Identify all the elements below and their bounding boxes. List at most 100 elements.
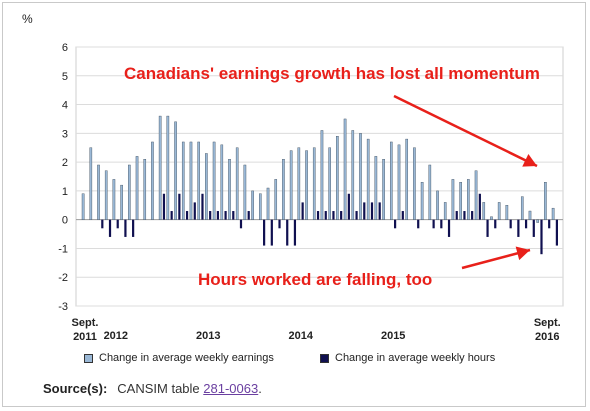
bar-hours [432, 219, 435, 229]
bar-earnings [243, 164, 247, 220]
bar-hours [278, 219, 281, 229]
bar-hours [524, 219, 528, 229]
bar-earnings [89, 147, 93, 220]
y-tick-label: 0 [62, 215, 68, 227]
bar-earnings [297, 147, 301, 220]
bar-earnings [228, 159, 231, 220]
x-tick-label: 2013 [196, 330, 220, 342]
bar-earnings [120, 184, 123, 220]
bar-earnings [282, 159, 285, 220]
bar-earnings [343, 118, 347, 220]
bar-earnings [474, 170, 478, 220]
bar-earnings [443, 202, 447, 220]
bar-hours [201, 193, 204, 220]
y-tick-label: -3 [58, 301, 68, 313]
source-line: Source(s): CANSIM table 281-0063. [43, 381, 262, 396]
bar-earnings [174, 121, 177, 220]
arrow-head [522, 153, 537, 167]
bar-earnings [128, 164, 131, 220]
bar-hours [378, 202, 381, 220]
bar-earnings [312, 147, 316, 220]
legend-swatch-hours [320, 353, 329, 363]
bar-hours [101, 219, 104, 229]
bar-earnings [490, 216, 493, 220]
bar-hours [301, 202, 304, 220]
legend-earnings: Change in average weekly earnings [84, 352, 274, 364]
legend-label-earnings: Change in average weekly earnings [99, 352, 274, 364]
bar-earnings [389, 141, 393, 220]
bar-earnings [436, 190, 439, 220]
bar-earnings [235, 147, 239, 220]
bar-hours [185, 211, 189, 220]
x-tick-label: 2012 [104, 330, 128, 342]
bar-earnings [459, 182, 462, 220]
annotation-arrow [461, 246, 531, 270]
bar-hours [340, 211, 343, 220]
bar-earnings [251, 190, 254, 220]
bar-earnings [135, 156, 139, 220]
bar-earnings [374, 156, 378, 220]
bar-hours [224, 211, 227, 220]
bar-hours [170, 211, 173, 220]
bar-hours [247, 211, 250, 220]
y-tick-label: 6 [62, 42, 68, 54]
bar-earnings [405, 138, 409, 220]
bar-hours [263, 219, 266, 246]
bar-earnings [151, 141, 154, 220]
arrow-head [515, 246, 530, 261]
bar-earnings [351, 130, 355, 220]
bar-earnings [289, 150, 293, 220]
bar-hours [132, 219, 135, 237]
bar-earnings [305, 150, 308, 220]
bar-hours [178, 193, 181, 220]
bar-earnings [274, 179, 278, 220]
x-tick-labels: Sept. 2011 2012 2013 2014 2015 Sept. 2016 [72, 317, 561, 343]
bar-earnings [528, 210, 532, 220]
bar-hours [486, 219, 489, 237]
bar-earnings [382, 159, 385, 220]
bar-earnings [81, 193, 85, 220]
annotation-arrow [393, 94, 538, 168]
bar-earnings [181, 141, 185, 220]
bar-earnings [536, 219, 539, 223]
bar-hours [463, 211, 466, 220]
y-tick-label: -2 [58, 272, 68, 284]
bar-earnings [197, 141, 200, 220]
bar-earnings [420, 182, 424, 220]
bar-earnings [328, 147, 331, 220]
bar-hours [447, 219, 451, 237]
bar-hours [124, 219, 127, 237]
legend-hours: Change in average weekly hours [320, 352, 495, 364]
bar-earnings [266, 187, 270, 220]
bar-earnings [320, 130, 324, 220]
bars [81, 115, 558, 255]
x-tick-label: Sept. 2016 [534, 317, 561, 343]
bar-earnings [520, 196, 524, 220]
bar-earnings [428, 164, 432, 220]
bar-hours [517, 219, 520, 237]
bar-hours [216, 211, 219, 220]
bar-hours [417, 219, 420, 229]
annotation-hours: Hours worked are falling, too [198, 270, 433, 289]
bar-hours [239, 219, 243, 229]
bar-hours [316, 211, 320, 220]
bar-hours [116, 219, 119, 229]
legend-label-hours: Change in average weekly hours [335, 352, 496, 364]
bar-earnings [505, 205, 509, 220]
source-label: Source(s): [43, 381, 108, 396]
y-tick-label: 4 [62, 100, 68, 112]
source-end: . [258, 381, 262, 396]
bar-earnings [551, 207, 555, 220]
plot-area [75, 46, 564, 307]
bar-earnings [544, 182, 547, 220]
y-tick-label: -1 [58, 243, 68, 255]
x-tick-label: 2014 [288, 330, 313, 342]
bar-earnings [451, 179, 455, 220]
y-unit-label: % [22, 12, 33, 26]
bar-earnings [104, 170, 108, 220]
bar-hours [286, 219, 289, 246]
bar-earnings [366, 138, 370, 220]
source-link[interactable]: 281-0063 [203, 381, 259, 396]
bar-hours [494, 219, 497, 229]
bar-hours [162, 193, 166, 220]
